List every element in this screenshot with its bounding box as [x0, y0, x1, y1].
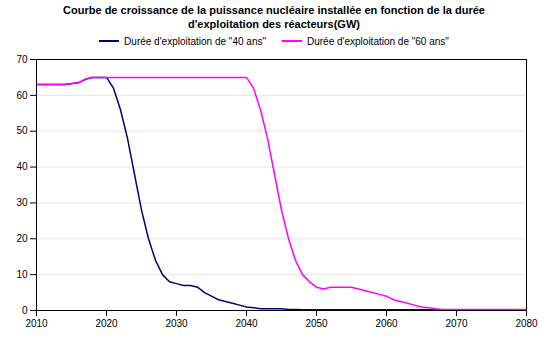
svg-text:20: 20 — [16, 232, 28, 243]
svg-text:40: 40 — [16, 161, 28, 172]
svg-text:2080: 2080 — [515, 317, 538, 328]
svg-text:2070: 2070 — [445, 317, 468, 328]
svg-text:70: 70 — [16, 53, 28, 64]
html-text:Durée d'exploitation de "60 an: Durée d'exploitation de "60 ans" — [307, 35, 449, 47]
svg-text:30: 30 — [16, 197, 28, 208]
svg-text:60: 60 — [16, 89, 28, 100]
svg-text:2010: 2010 — [25, 317, 48, 328]
svg-text:2050: 2050 — [305, 317, 328, 328]
svg-text:50: 50 — [16, 125, 28, 136]
svg-text:0: 0 — [22, 304, 28, 315]
svg-text:2040: 2040 — [235, 317, 258, 328]
svg-text:2060: 2060 — [375, 317, 398, 328]
svg-text:10: 10 — [16, 268, 28, 279]
html-text:Durée d'exploitation de "40 an: Durée d'exploitation de "40 ans" — [124, 35, 266, 47]
svg-text:2030: 2030 — [165, 317, 188, 328]
svg-text:2020: 2020 — [95, 317, 118, 328]
html-text:Courbe de croissance de la pui: Courbe de croissance de la puissance nuc… — [63, 4, 485, 30]
